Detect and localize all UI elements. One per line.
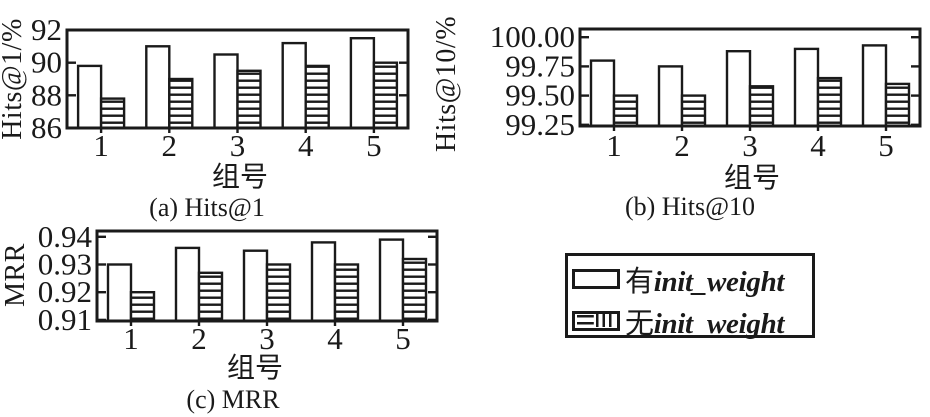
legend-item-with-init-weight: 有init_weight — [572, 258, 808, 300]
chart-c-bar-plain-group-2 — [174, 246, 201, 323]
legend-label: 有init_weight — [625, 258, 784, 300]
chart-b-bar-hatched-group-3 — [748, 85, 775, 128]
chart-b-bar-hatched-group-2 — [680, 94, 707, 128]
chart-a-bar-hatched-group-3 — [236, 69, 262, 130]
x-tick-label: 3 — [742, 128, 758, 163]
chart-a-y-axis-title: Hits@1/% — [0, 18, 28, 140]
chart-a-bar-plain-group-4 — [281, 41, 307, 130]
y-tick-label: 0.93 — [38, 247, 92, 282]
x-tick-label: 1 — [93, 128, 109, 163]
chart-c-bar-hatched-group-1 — [129, 291, 156, 323]
chart-b-bar-hatched-group-4 — [816, 76, 843, 128]
x-tick-label: 2 — [674, 128, 690, 163]
y-tick-label: 86 — [31, 110, 62, 145]
y-tick-label: 99.50 — [505, 78, 575, 113]
chart-c: 1 2 3 4 5 0.910.920.930.94 — [38, 219, 439, 356]
x-tick-label: 1 — [606, 128, 622, 163]
chart-a-bar-hatched-group-2 — [168, 77, 194, 130]
chart-a-bar-plain-group-2 — [145, 45, 171, 130]
chart-c-bar-hatched-group-5 — [401, 257, 428, 323]
chart-c-bar-plain-group-4 — [310, 241, 337, 323]
x-tick-label: 2 — [162, 128, 178, 163]
chart-c-bar-plain-group-3 — [242, 249, 269, 323]
chart-b-bar-hatched-group-1 — [612, 94, 639, 128]
chart-b-caption: (b) Hits@10 — [624, 192, 756, 221]
chart-c-x-axis-title: 组号 — [226, 353, 284, 384]
chart-b-y-axis-title: Hits@10/% — [431, 15, 462, 153]
legend-label: 无init_weight — [625, 300, 784, 342]
y-tick-label: 0.94 — [38, 219, 93, 254]
legend-term: init_weight — [653, 266, 785, 298]
chart-b-bar-plain-group-5 — [861, 44, 888, 128]
chart-c-bar-hatched-group-2 — [197, 271, 224, 323]
y-tick-label: 92 — [31, 12, 62, 47]
x-tick-label: 5 — [366, 128, 382, 163]
x-tick-label: 5 — [878, 128, 894, 163]
chart-a-x-axis-title: 组号 — [211, 162, 269, 193]
y-tick-label: 88 — [31, 77, 62, 112]
x-tick-label: 4 — [298, 128, 314, 163]
chart-c-caption: (c) MRR — [186, 385, 280, 414]
x-tick-label: 5 — [395, 321, 411, 356]
y-tick-label: 99.25 — [505, 107, 575, 142]
chart-c-y-axis-title: MRR — [0, 243, 31, 307]
chart-a-bar-plain-group-3 — [213, 53, 239, 130]
chart-b-bar-plain-group-1 — [589, 59, 616, 128]
plot-frame — [65, 28, 410, 130]
chart-c-bar-hatched-group-4 — [333, 263, 360, 323]
chart-b-bar-plain-group-4 — [793, 47, 820, 128]
y-tick-label: 0.92 — [38, 274, 92, 309]
x-tick-label: 2 — [191, 321, 207, 356]
legend-term: init_weight — [653, 308, 785, 340]
x-tick-label: 3 — [259, 321, 275, 356]
x-tick-label: 1 — [123, 321, 139, 356]
legend-prefix: 无 — [625, 308, 654, 340]
plot-frame — [95, 229, 439, 323]
chart-a-bar-plain-group-1 — [76, 64, 103, 130]
x-tick-label: 3 — [230, 128, 246, 163]
y-tick-label: 90 — [31, 45, 62, 80]
chart-a-bar-hatched-group-4 — [304, 64, 330, 130]
chart-b-x-axis-title: 组号 — [723, 163, 781, 194]
y-tick-label: 0.91 — [38, 302, 92, 337]
chart-c-bar-plain-group-5 — [378, 238, 405, 323]
legend-item-without-init-weight: 无init_weight — [572, 300, 808, 342]
chart-a-bar-hatched-group-1 — [99, 97, 126, 130]
chart-a-bar-plain-group-5 — [349, 37, 376, 130]
chart-a-caption: (a) Hits@1 — [149, 193, 265, 222]
chart-c-bar-hatched-group-3 — [265, 263, 292, 323]
y-tick-label: 99.75 — [505, 48, 575, 83]
hatched-bar-swatch-icon — [572, 311, 620, 331]
x-tick-label: 4 — [810, 128, 826, 163]
legend-prefix: 有 — [625, 266, 654, 298]
plot-frame — [578, 27, 922, 128]
chart-b-bar-hatched-group-5 — [884, 82, 911, 128]
chart-a-bar-hatched-group-5 — [372, 61, 399, 130]
chart-b-bar-plain-group-2 — [657, 65, 684, 128]
plain-bar-swatch-icon — [572, 269, 620, 289]
chart-c-bar-plain-group-1 — [106, 263, 133, 323]
legend: 有init_weight 无init_weight — [565, 253, 815, 340]
chart-b-bar-plain-group-3 — [725, 50, 752, 128]
x-tick-label: 4 — [327, 321, 343, 356]
y-tick-label: 100.00 — [490, 19, 575, 54]
